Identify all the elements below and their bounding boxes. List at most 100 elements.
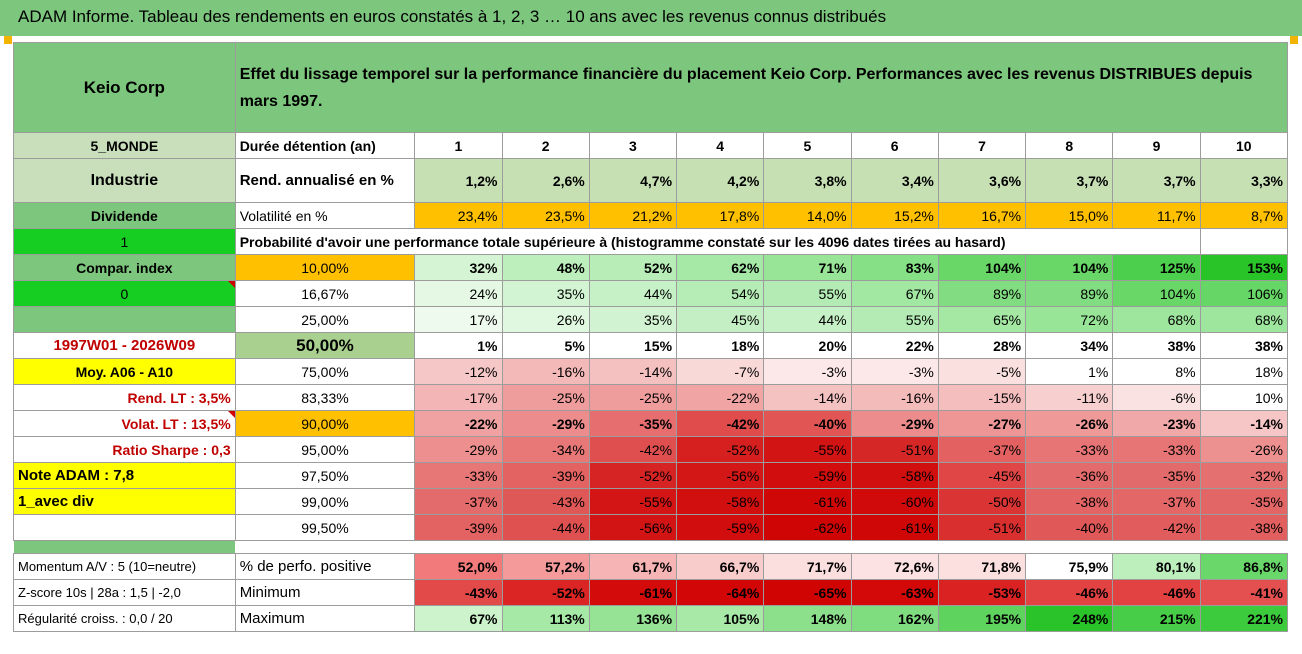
quantile-cell: 10% — [1199, 384, 1289, 411]
bottom-cell: 72,6% — [850, 553, 939, 580]
quantile-cell: -40% — [763, 410, 852, 437]
quantile-cell: -36% — [1025, 462, 1114, 489]
quantile-cell: -15% — [937, 384, 1027, 411]
vol-cell: 17,8% — [676, 202, 765, 229]
bottom-metric-label: Minimum — [234, 579, 416, 606]
quantile-cell: -52% — [588, 462, 678, 489]
bottom-cell: 248% — [1025, 605, 1114, 632]
quantile-cell: 18% — [676, 332, 765, 359]
flag-compar[interactable]: 0 — [13, 280, 236, 307]
fund-name: Keio Corp — [13, 42, 236, 133]
quantile-cell: -26% — [1199, 436, 1289, 463]
quantile-cell: -22% — [414, 410, 503, 437]
quantile-label: 95,00% — [234, 436, 416, 463]
bottom-cell: -41% — [1199, 579, 1289, 606]
quantile-cell: 5% — [501, 332, 590, 359]
quantile-cell: -52% — [676, 436, 765, 463]
title-bar: ADAM Informe. Tableau des rendements en … — [0, 0, 1302, 36]
quantile-cell: -61% — [763, 488, 852, 515]
bottom-cell: -63% — [850, 579, 939, 606]
bottom-cell: 86,8% — [1199, 553, 1289, 580]
quantile-cell: 38% — [1112, 332, 1201, 359]
sector-cell: Industrie — [13, 158, 236, 203]
vol-cell: 23,4% — [414, 202, 503, 229]
year-cell: 10 — [1199, 132, 1289, 159]
quantile-cell: -45% — [937, 462, 1027, 489]
bottom-cell: 105% — [676, 605, 765, 632]
rend-cell: 1,2% — [414, 158, 503, 203]
quantile-cell: -42% — [676, 410, 765, 437]
quantile-cell: 106% — [1199, 280, 1289, 307]
quantile-cell: 35% — [588, 306, 678, 333]
vol-cell: 15,0% — [1025, 202, 1114, 229]
vol-cell: 15,2% — [850, 202, 939, 229]
quantile-cell: 8% — [1112, 358, 1201, 385]
quantile-cell: 32% — [414, 254, 503, 281]
bottom-cell: 215% — [1112, 605, 1201, 632]
quantile-cell: -23% — [1112, 410, 1201, 437]
quantile-cell: -11% — [1025, 384, 1114, 411]
page-title: ADAM Informe. Tableau des rendements en … — [18, 7, 887, 26]
separator-bar — [13, 541, 235, 553]
returns-table: Keio Corp Effet du lissage temporel sur … — [13, 42, 1289, 632]
year-cell: 2 — [501, 132, 590, 159]
quantile-cell: 71% — [763, 254, 852, 281]
quantile-label: 99,00% — [234, 488, 416, 515]
dividend-label: Dividende — [13, 202, 236, 229]
flag-dividend[interactable]: 1 — [13, 228, 236, 255]
quantile-cell: 28% — [937, 332, 1027, 359]
bottom-cell: 71,8% — [937, 553, 1027, 580]
empty-green — [13, 306, 236, 333]
quantile-cell: -59% — [763, 462, 852, 489]
description: Effet du lissage temporel sur la perform… — [234, 42, 1289, 133]
quantile-cell: 1% — [414, 332, 503, 359]
quantile-cell: 104% — [1025, 254, 1114, 281]
quantile-cell: 35% — [501, 280, 590, 307]
quantile-cell: 55% — [850, 306, 939, 333]
bottom-cell: 71,7% — [763, 553, 852, 580]
quantile-cell: 22% — [850, 332, 939, 359]
year-cell: 5 — [763, 132, 852, 159]
year-cell: 8 — [1025, 132, 1114, 159]
period-label: 1997W01 - 2026W09 — [13, 332, 236, 359]
bottom-cell: 66,7% — [676, 553, 765, 580]
quantile-cell: -33% — [414, 462, 503, 489]
quantile-label: 16,67% — [234, 280, 416, 307]
bottom-cell: 75,9% — [1025, 553, 1114, 580]
quantile-cell: -56% — [676, 462, 765, 489]
quantile-cell: 15% — [588, 332, 678, 359]
year-cell: 1 — [414, 132, 503, 159]
quantile-cell: -37% — [414, 488, 503, 515]
vol-cell: 11,7% — [1112, 202, 1201, 229]
rend-lt: Rend. LT : 3,5% — [13, 384, 236, 411]
quantile-cell: -33% — [1025, 436, 1114, 463]
quantile-cell: -7% — [676, 358, 765, 385]
corner-marker-right — [1290, 36, 1298, 44]
year-cell: 4 — [676, 132, 765, 159]
quantile-cell: -42% — [1112, 514, 1201, 541]
bottom-cell: 61,7% — [588, 553, 678, 580]
vol-cell: 16,7% — [937, 202, 1027, 229]
corner-marker-left — [4, 36, 12, 44]
quantile-cell: -26% — [1025, 410, 1114, 437]
bottom-left-label: Régularité croiss. : 0,0 / 20 — [13, 605, 236, 632]
vol-label: Volatilité en % — [234, 202, 416, 229]
quantile-cell: -27% — [937, 410, 1027, 437]
vol-cell: 8,7% — [1199, 202, 1289, 229]
quantile-cell: -43% — [501, 488, 590, 515]
bottom-cell: 57,2% — [501, 553, 590, 580]
volat-lt: Volat. LT : 13,5% — [13, 410, 236, 437]
quantile-label: 90,00% — [234, 410, 416, 437]
quantile-cell: 45% — [676, 306, 765, 333]
rend-cell: 2,6% — [501, 158, 590, 203]
quantile-cell: -51% — [937, 514, 1027, 541]
quantile-cell: -33% — [1112, 436, 1201, 463]
rend-cell: 3,7% — [1112, 158, 1201, 203]
quantile-cell: -16% — [850, 384, 939, 411]
quantile-cell: -34% — [501, 436, 590, 463]
quantile-cell: -3% — [763, 358, 852, 385]
quantile-label: 83,33% — [234, 384, 416, 411]
quantile-cell: -55% — [588, 488, 678, 515]
quantile-cell: -35% — [1199, 488, 1289, 515]
quantile-label: 75,00% — [234, 358, 416, 385]
